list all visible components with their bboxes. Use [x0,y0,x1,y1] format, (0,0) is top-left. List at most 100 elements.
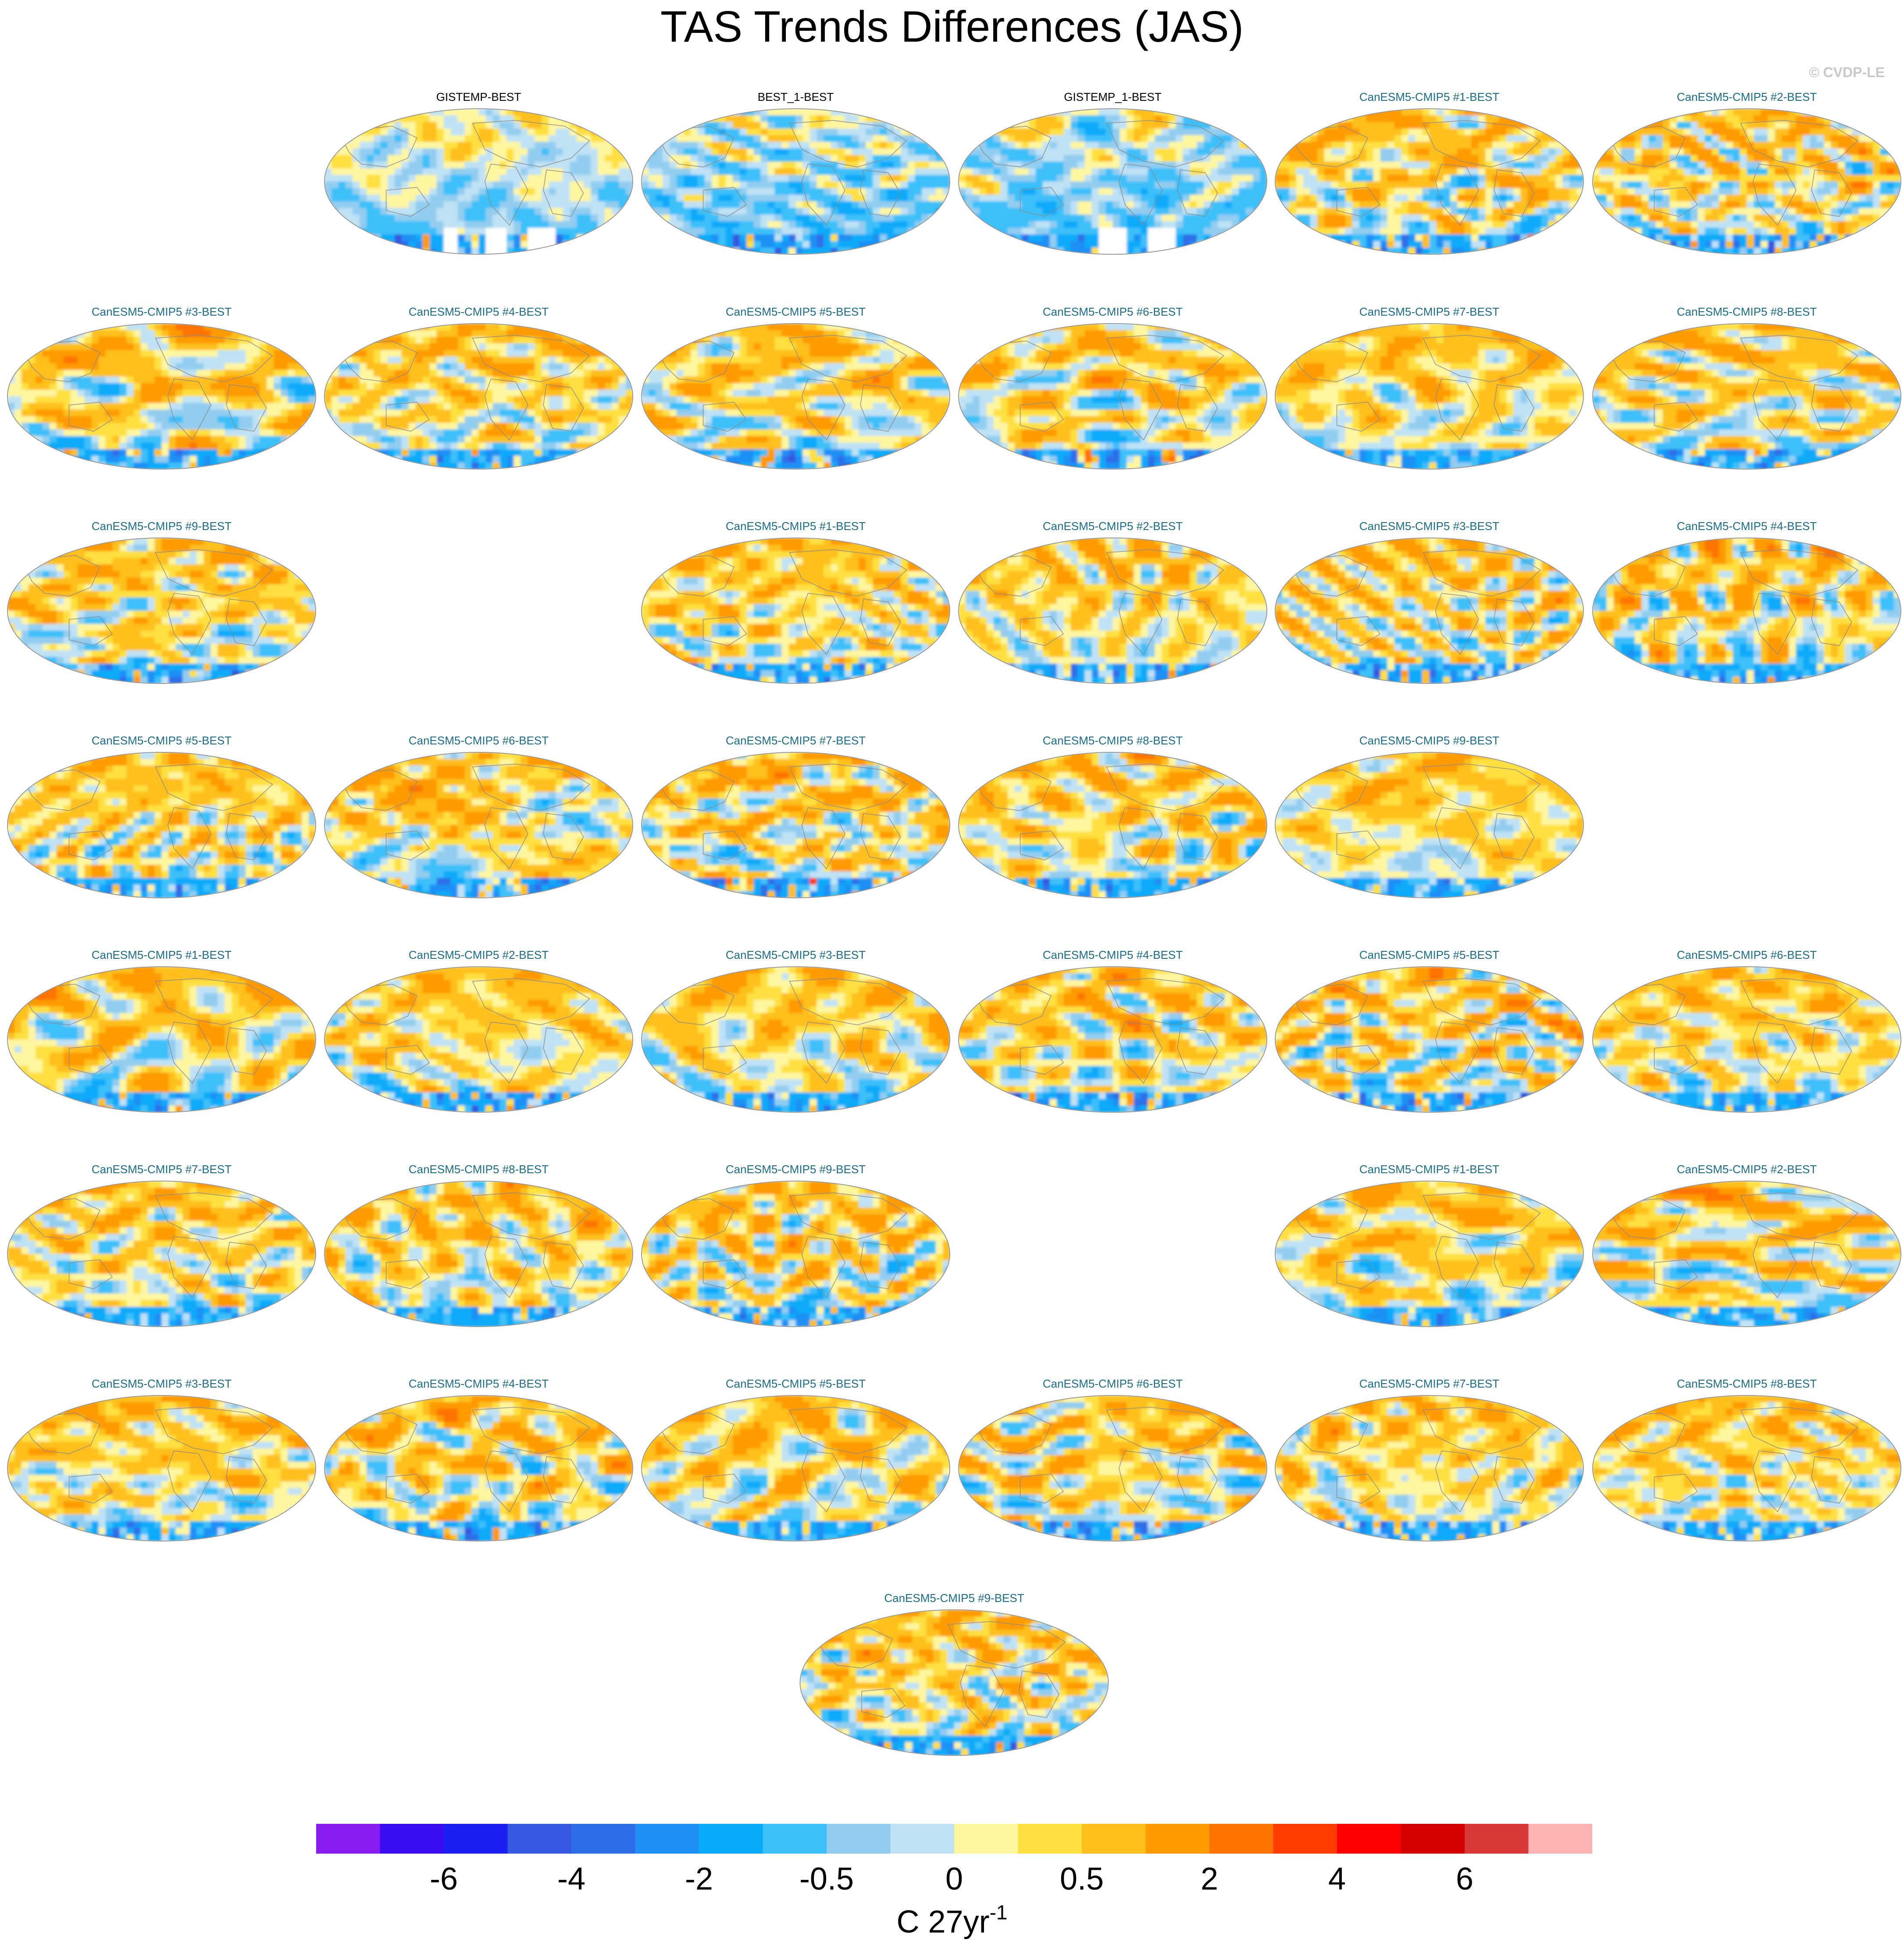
coastline [1740,978,1859,1025]
coastline [471,1406,591,1454]
map-border [1592,1395,1902,1541]
panel-title: CanESM5-CMIP5 #9-BEST [1359,734,1499,747]
coastline [543,1242,584,1289]
coastline [1494,1456,1535,1504]
map-border [958,537,1268,684]
coastline [801,807,846,870]
coastline [702,402,747,432]
colorbar-tick-label: -4 [557,1862,585,1897]
coastline [861,1688,906,1718]
coastline [226,598,267,646]
coastline [471,1192,591,1240]
coastline [1811,1242,1852,1289]
panel-title: CanESM5-CMIP5 #3-BEST [92,305,232,318]
coastline [788,335,908,382]
map-panel: CanESM5-CMIP5 #1-BEST [641,520,951,684]
map-border [1274,108,1584,255]
colorbar-swatch [1465,1824,1529,1854]
coastline [702,1474,747,1504]
map-border [641,752,951,898]
coastline [1118,1022,1163,1084]
coastline [167,378,212,441]
coastline [226,1027,267,1075]
coastline [1422,763,1541,811]
coastline [1740,335,1859,382]
panel-title: CanESM5-CMIP5 #3-BEST [92,1377,232,1390]
coastline [1494,1027,1535,1075]
coastline [1105,978,1225,1025]
panel-title: BEST_1-BEST [758,90,834,103]
map-panel: CanESM5-CMIP5 #5-BEST [641,305,951,470]
map-panel: CanESM5-CMIP5 #8-BEST [1592,1377,1902,1541]
coastline [471,978,591,1025]
coastline [1177,1027,1218,1075]
coastline [702,1045,747,1075]
coastline [1020,187,1064,217]
coastline [1752,1450,1797,1513]
coastline [1336,1474,1381,1504]
colorbar-swatch [1082,1824,1146,1854]
map-border [641,537,951,684]
map-panel: CanESM5-CMIP5 #9-BEST [799,1591,1109,1756]
coastline [543,1027,584,1075]
map-panel: CanESM5-CMIP5 #2-BEST [324,948,634,1113]
coastline [1422,1192,1541,1240]
coastline [1811,1027,1852,1075]
coastline [543,1456,584,1504]
colorbar-swatch [1018,1824,1082,1854]
coastline [484,1450,529,1513]
map-border [958,1395,1268,1541]
coastline [1177,169,1218,217]
map-border [799,1609,1109,1756]
panel-title: CanESM5-CMIP5 #9-BEST [726,1163,866,1176]
coastline [1105,549,1225,597]
map-border [324,1395,634,1541]
map-panel: CanESM5-CMIP5 #7-BEST [7,1163,317,1327]
coastline [860,1027,901,1075]
coastline [167,1450,212,1513]
coastline [1494,169,1535,217]
map-panel: CanESM5-CMIP5 #8-BEST [324,1163,634,1327]
coastline [167,1236,212,1299]
panel-title: CanESM5-CMIP5 #8-BEST [1677,305,1817,318]
coastline [1752,1022,1797,1084]
coastline [68,1045,113,1075]
map-border [7,1181,317,1327]
coastline [1740,1406,1859,1454]
coastline [860,169,901,217]
map-panel: GISTEMP-BEST [324,90,634,255]
map-panel: CanESM5-CMIP5 #2-BEST [1592,1163,1902,1327]
map-border [641,323,951,470]
colorbar-tick-label: -6 [430,1862,458,1897]
coastline [1654,1259,1698,1289]
coastline [702,830,747,861]
coastline [543,384,584,432]
coastline [1177,1456,1218,1504]
colorbar-swatch [635,1824,699,1854]
colorbar-tick-label: 0 [945,1862,963,1897]
coastline [1422,120,1541,167]
coastline [1494,1242,1535,1289]
trend-field [1593,324,1901,469]
coastline [484,164,529,226]
panel-title: CanESM5-CMIP5 #1-BEST [1359,1163,1499,1176]
map-panel: CanESM5-CMIP5 #1-BEST [1274,90,1584,255]
map-border [324,966,634,1113]
coastline [154,763,274,811]
coastline [1118,164,1163,226]
coastline [385,1474,430,1504]
coastline [1105,1406,1225,1454]
map-border [1274,752,1584,898]
map-panel: CanESM5-CMIP5 #8-BEST [1592,305,1902,470]
map-border [7,966,317,1113]
trend-field [7,752,316,898]
panel-title: CanESM5-CMIP5 #5-BEST [726,305,866,318]
colorbar: -6 -4 -2 -0.5 0 0.5 2 4 6 C 27yr-1 [316,1824,1592,1940]
panel-title: CanESM5-CMIP5 #3-BEST [1359,520,1499,533]
panel-title: CanESM5-CMIP5 #2-BEST [1043,520,1183,533]
map-border [7,1395,317,1541]
coastline [154,335,274,382]
panel-title: CanESM5-CMIP5 #6-BEST [1677,948,1817,961]
coastline [385,402,430,432]
